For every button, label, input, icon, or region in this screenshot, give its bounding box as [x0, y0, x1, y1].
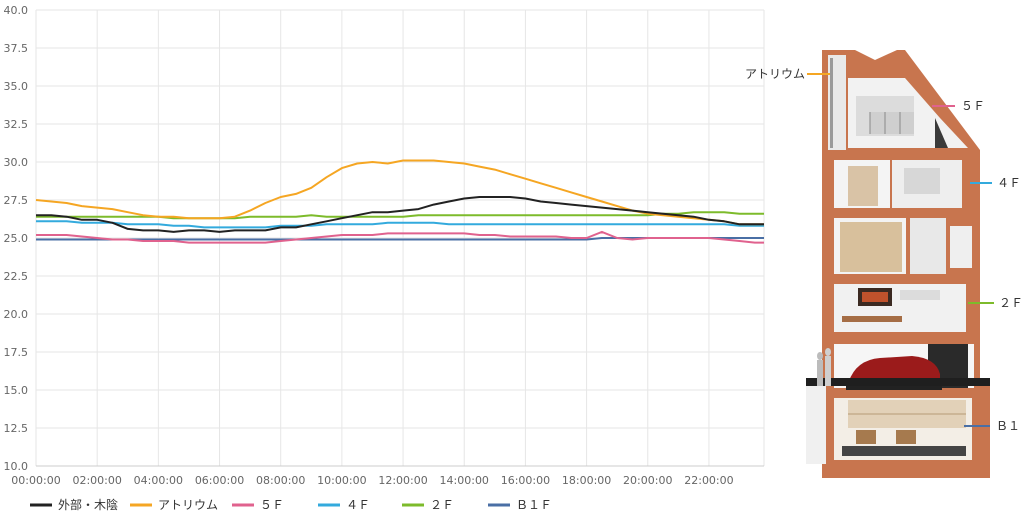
y-tick-label: 32.5 — [4, 118, 29, 131]
x-axis: 00:00:00 02:00:00 04:00:00 06:00:00 08:00:00… — [11, 474, 733, 487]
x-tick-label: 22:00:00 — [684, 474, 733, 487]
y-tick-label: 20.0 — [4, 308, 29, 321]
y-tick-label: 22.5 — [4, 270, 29, 283]
series-line — [35, 159, 764, 226]
x-tick-label: 04:00:00 — [134, 474, 183, 487]
y-tick-label: 12.5 — [4, 422, 29, 435]
x-tick-label: 06:00:00 — [195, 474, 244, 487]
x-tick-label: 14:00:00 — [440, 474, 489, 487]
legend-label: ２Ｆ — [430, 498, 454, 512]
x-tick-label: 18:00:00 — [562, 474, 611, 487]
series-line — [36, 196, 764, 233]
legend-label: ４Ｆ — [346, 498, 370, 512]
series-lines — [35, 159, 764, 244]
legend-label: 外部・木陰 — [58, 497, 118, 512]
series-line — [36, 230, 764, 244]
x-tick-label: 10:00:00 — [317, 474, 366, 487]
legend-label: Ｂ１Ｆ — [516, 498, 552, 512]
y-tick-label: 40.0 — [4, 4, 29, 17]
x-tick-label: 02:00:00 — [72, 474, 121, 487]
legend-label: ５Ｆ — [260, 498, 284, 512]
temperature-chart: 10.0 12.5 15.0 17.5 20.0 22.5 25.0 27.5 30.0 32.5… — [4, 4, 765, 512]
y-tick-label: 37.5 — [4, 42, 29, 55]
y-tick-label: 15.0 — [4, 384, 29, 397]
f4-label: ４Ｆ — [997, 176, 1021, 190]
legend-label: アトリウム — [158, 498, 218, 512]
y-tick-label: 25.0 — [4, 232, 29, 245]
x-tick-label: 08:00:00 — [256, 474, 305, 487]
legend: 外部・木陰 アトリウム ５Ｆ ４Ｆ ２Ｆ Ｂ１Ｆ — [30, 497, 552, 512]
y-tick-label: 35.0 — [4, 80, 29, 93]
b1-label: Ｂ１ — [996, 419, 1020, 433]
y-tick-label: 30.0 — [4, 156, 29, 169]
atrium-label: アトリウム — [745, 67, 805, 81]
f2-label: ２Ｆ — [999, 296, 1023, 310]
x-tick-label: 00:00:00 — [11, 474, 60, 487]
y-tick-label: 17.5 — [4, 346, 29, 359]
f5-label: ５Ｆ — [961, 99, 985, 113]
x-tick-label: 20:00:00 — [623, 474, 672, 487]
y-axis: 10.0 12.5 15.0 17.5 20.0 22.5 25.0 27.5 30.0 32.5… — [4, 4, 29, 473]
x-tick-label: 16:00:00 — [501, 474, 550, 487]
building-section — [806, 50, 990, 478]
y-tick-label: 10.0 — [4, 460, 29, 473]
series-line — [36, 220, 764, 229]
building-section-illustration: アトリウム ５Ｆ ４Ｆ ２Ｆ Ｂ１ — [745, 50, 1023, 478]
y-tick-label: 27.5 — [4, 194, 29, 207]
x-tick-label: 12:00:00 — [378, 474, 427, 487]
